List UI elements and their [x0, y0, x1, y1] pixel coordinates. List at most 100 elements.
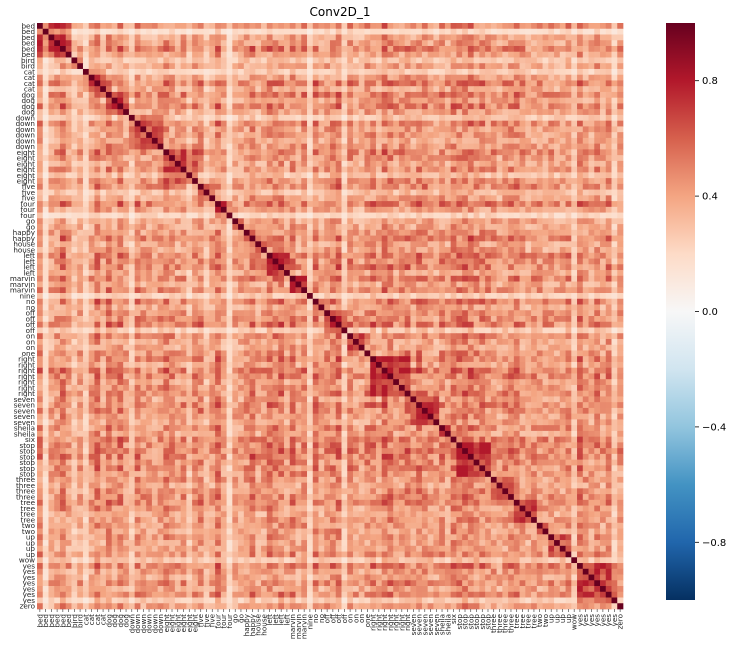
heatmap-cell — [554, 287, 561, 294]
heatmap-cell — [94, 281, 101, 288]
heatmap-cell — [421, 63, 429, 70]
heatmap-cell — [617, 45, 624, 53]
heatmap-cell — [324, 212, 331, 219]
heatmap-cell — [398, 275, 406, 282]
heatmap-cell — [324, 28, 331, 35]
heatmap-cell — [456, 23, 463, 30]
heatmap-cell — [48, 264, 55, 271]
heatmap-cell — [370, 189, 377, 196]
heatmap-cell — [174, 201, 181, 208]
heatmap-cell — [261, 293, 268, 300]
heatmap-cell — [450, 275, 457, 282]
heatmap-cell — [600, 68, 607, 76]
heatmap-cell — [88, 264, 95, 271]
heatmap-cell — [140, 86, 147, 93]
heatmap-cell — [358, 270, 365, 277]
heatmap-cell — [444, 40, 451, 47]
heatmap-cell — [203, 91, 210, 99]
heatmap-cell — [525, 264, 532, 271]
heatmap-cell — [358, 57, 365, 64]
heatmap-cell — [249, 57, 256, 64]
heatmap-cell — [335, 132, 342, 139]
heatmap-cell — [312, 51, 319, 58]
heatmap-cell — [100, 143, 107, 150]
heatmap-cell — [404, 45, 411, 53]
heatmap-cell — [295, 241, 302, 248]
heatmap-cell — [479, 28, 486, 35]
heatmap-cell — [582, 247, 589, 254]
heatmap-cell — [180, 235, 187, 242]
heatmap-cell — [77, 264, 84, 271]
heatmap-cell — [531, 229, 538, 236]
heatmap-cell — [364, 270, 371, 277]
heatmap-cell — [59, 189, 67, 196]
heatmap-cell — [209, 23, 216, 30]
heatmap-cell — [318, 132, 325, 139]
heatmap-cell — [289, 132, 296, 139]
heatmap-cell — [197, 74, 204, 81]
heatmap-cell — [284, 183, 291, 190]
heatmap-cell — [94, 149, 101, 156]
heatmap-cell — [243, 137, 250, 144]
heatmap-cell — [554, 270, 561, 277]
heatmap-cell — [123, 45, 130, 53]
heatmap-cell — [192, 86, 199, 93]
heatmap-cell — [571, 80, 578, 87]
heatmap-cell — [462, 34, 469, 41]
heatmap-cell — [421, 281, 429, 288]
heatmap-cell — [347, 258, 354, 265]
heatmap-cell — [531, 143, 538, 150]
heatmap-cell — [617, 149, 624, 156]
heatmap-cell — [295, 172, 302, 179]
heatmap-cell — [266, 189, 273, 196]
heatmap-cell — [289, 195, 296, 202]
heatmap-cell — [330, 281, 337, 288]
heatmap-cell — [301, 224, 308, 231]
heatmap-cell — [559, 51, 566, 58]
heatmap-cell — [554, 247, 561, 254]
heatmap-cell — [416, 166, 423, 173]
heatmap-cell — [410, 183, 417, 190]
heatmap-cell — [232, 258, 239, 265]
heatmap-cell — [146, 281, 153, 288]
heatmap-cell — [531, 86, 538, 93]
heatmap-cell — [266, 57, 273, 64]
heatmap-cell — [456, 114, 463, 122]
heatmap-cell — [318, 166, 325, 173]
heatmap-cell — [393, 103, 400, 110]
heatmap-cell — [197, 206, 204, 213]
heatmap-cell — [180, 132, 187, 139]
heatmap-cell — [134, 172, 141, 179]
heatmap-cell — [416, 229, 423, 236]
heatmap-cell — [301, 97, 308, 104]
heatmap-cell — [450, 97, 457, 104]
heatmap-cell — [577, 293, 584, 300]
heatmap-cell — [582, 183, 589, 190]
heatmap-cell — [387, 40, 394, 47]
heatmap-cell — [209, 28, 216, 35]
heatmap-cell — [427, 126, 434, 133]
heatmap-cell — [421, 178, 429, 185]
heatmap-cell — [444, 114, 451, 122]
heatmap-cell — [565, 166, 572, 173]
heatmap-cell — [513, 68, 520, 76]
heatmap-cell — [42, 103, 49, 110]
heatmap-cell — [169, 281, 176, 288]
heatmap-cell — [444, 183, 451, 190]
heatmap-cell — [255, 74, 262, 81]
heatmap-cell — [605, 132, 612, 139]
heatmap-cell — [375, 298, 383, 305]
heatmap-cell — [301, 45, 308, 53]
heatmap-cell — [605, 241, 612, 248]
heatmap-cell — [387, 155, 394, 162]
heatmap-cell — [278, 68, 285, 76]
heatmap-cell — [163, 103, 170, 110]
heatmap-cell — [266, 258, 273, 265]
heatmap-cell — [146, 195, 153, 202]
heatmap-cell — [94, 270, 101, 277]
heatmap-cell — [71, 275, 78, 282]
heatmap-cell — [398, 178, 406, 185]
heatmap-cell — [393, 258, 400, 265]
heatmap-cell — [37, 23, 44, 30]
heatmap-cell — [174, 86, 181, 93]
